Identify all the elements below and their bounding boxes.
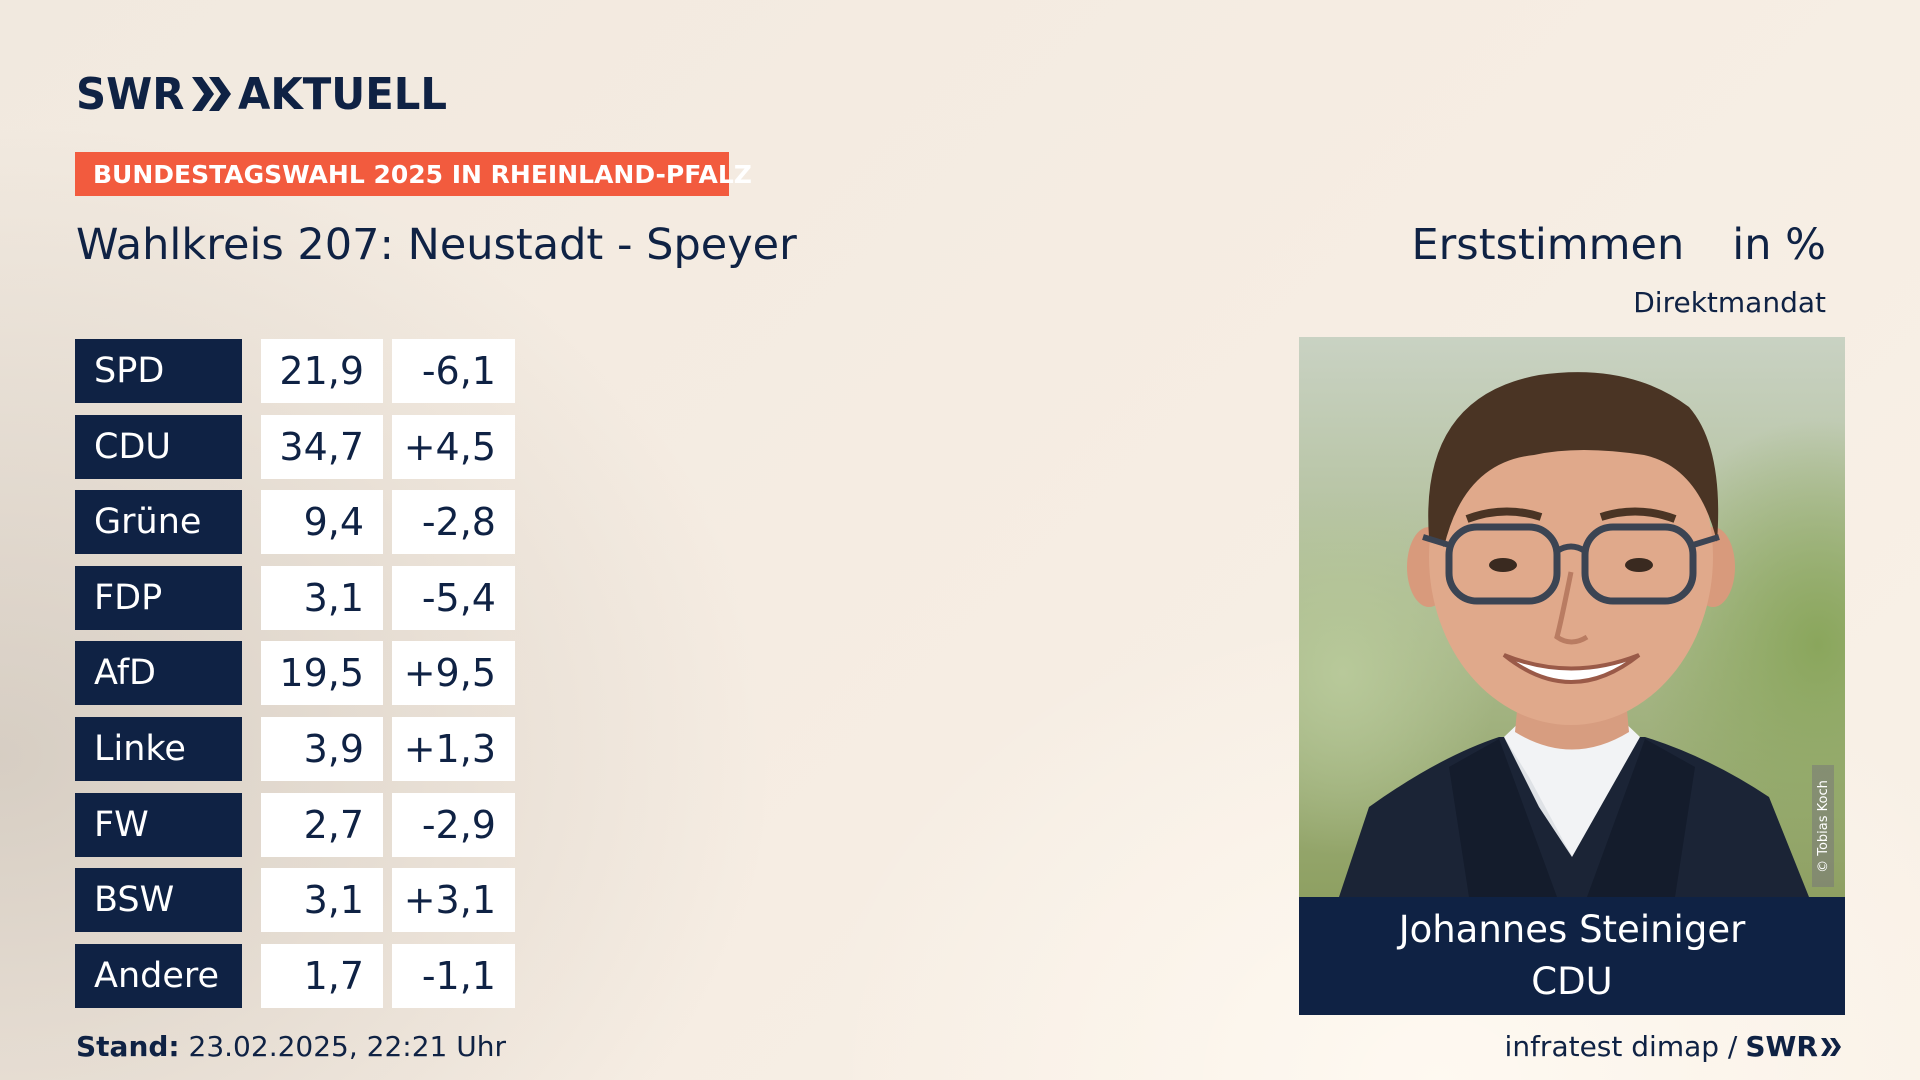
vote-change: -6,1 (392, 339, 515, 403)
vote-change: -5,4 (392, 566, 515, 630)
portrait-illustration (1339, 372, 1809, 897)
vote-change: -1,1 (392, 944, 515, 1008)
vote-change: -2,8 (392, 490, 515, 554)
source-credit: infratest dimap / SWR (1505, 1030, 1844, 1063)
table-row: Andere 1,7 -1,1 (75, 944, 515, 1008)
logo-swr-text: SWR (76, 68, 185, 120)
party-name: CDU (75, 415, 242, 479)
vote-change: +1,3 (392, 717, 515, 781)
page-title: Wahlkreis 207: Neustadt - Speyer (76, 220, 797, 270)
vote-share: 9,4 (261, 490, 383, 554)
vote-share: 2,7 (261, 793, 383, 857)
vote-change: -2,9 (392, 793, 515, 857)
photo-credit: © Tobias Koch (1812, 765, 1834, 887)
table-row: BSW 3,1 +3,1 (75, 868, 515, 932)
party-name: BSW (75, 868, 242, 932)
table-row: AfD 19,5 +9,5 (75, 641, 515, 705)
measure-label: Erststimmen (1411, 220, 1685, 270)
vote-change: +4,5 (392, 415, 515, 479)
election-banner: BUNDESTAGSWAHL 2025 IN RHEINLAND-PFALZ (75, 152, 752, 196)
timestamp: Stand: 23.02.2025, 22:21 Uhr (76, 1030, 506, 1063)
party-name: AfD (75, 641, 242, 705)
vote-share: 3,9 (261, 717, 383, 781)
table-row: SPD 21,9 -6,1 (75, 339, 515, 403)
double-chevron-icon (1821, 1037, 1841, 1056)
unit-label: in % (1732, 220, 1826, 270)
party-name: FW (75, 793, 242, 857)
swr-aktuell-logo: SWR AKTUELL (76, 66, 458, 122)
table-row: FDP 3,1 -5,4 (75, 566, 515, 630)
vote-share: 3,1 (261, 868, 383, 932)
candidate-photo: © Tobias Koch (1299, 337, 1845, 897)
table-row: CDU 34,7 +4,5 (75, 415, 515, 479)
table-row: Linke 3,9 +1,3 (75, 717, 515, 781)
winner-namebox: Johannes Steiniger CDU (1299, 897, 1845, 1015)
double-chevron-icon (192, 77, 232, 111)
party-name: FDP (75, 566, 242, 630)
source-text: infratest dimap / (1504, 1030, 1738, 1063)
timestamp-value: 23.02.2025, 22:21 Uhr (188, 1030, 506, 1063)
direct-mandate-label: Direktmandat (1633, 286, 1826, 319)
table-row: FW 2,7 -2,9 (75, 793, 515, 857)
photo-credit-text: © Tobias Koch (1815, 779, 1831, 873)
party-name: SPD (75, 339, 242, 403)
winner-party: CDU (1531, 960, 1613, 1003)
vote-share: 21,9 (261, 339, 383, 403)
vote-change: +9,5 (392, 641, 515, 705)
timestamp-label: Stand: (76, 1030, 180, 1063)
table-row: Grüne 9,4 -2,8 (75, 490, 515, 554)
vote-share: 19,5 (261, 641, 383, 705)
vote-share: 1,7 (261, 944, 383, 1008)
party-name: Andere (75, 944, 242, 1008)
vote-share: 34,7 (261, 415, 383, 479)
source-brand: SWR (1745, 1030, 1818, 1063)
party-name: Grüne (75, 490, 242, 554)
vote-share: 3,1 (261, 566, 383, 630)
logo-aktuell-text: AKTUELL (238, 68, 448, 120)
winner-name: Johannes Steiniger (1398, 908, 1746, 951)
measure-heading: Erststimmen in % (1411, 220, 1826, 270)
party-name: Linke (75, 717, 242, 781)
vote-change: +3,1 (392, 868, 515, 932)
